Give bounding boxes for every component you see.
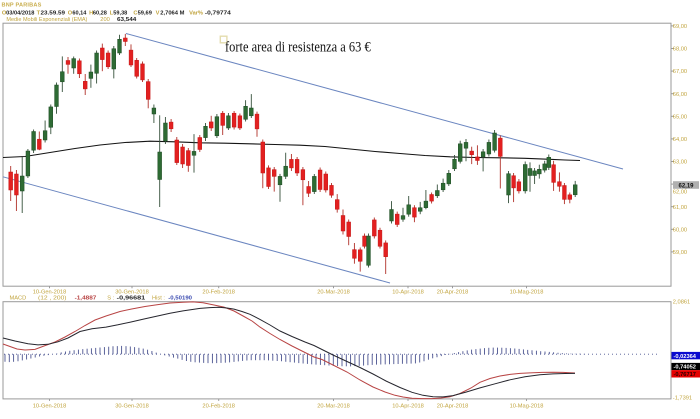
svg-text:10-Apr-2018: 10-Apr-2018 xyxy=(392,403,424,409)
svg-text:20-Feb-2018: 20-Feb-2018 xyxy=(202,403,235,409)
svg-text:-0,74052: -0,74052 xyxy=(674,365,696,371)
svg-text:V: V xyxy=(156,10,160,16)
svg-text:S :: S : xyxy=(107,295,114,301)
svg-text:59,38: 59,38 xyxy=(113,10,127,16)
svg-text:Medie Mobili Esponenziali (EMA: Medie Mobili Esponenziali (EMA) xyxy=(6,17,87,23)
svg-text:forte area di resistenza a 63: forte area di resistenza a 63 € xyxy=(225,39,371,55)
svg-text:61,00: 61,00 xyxy=(673,205,687,211)
svg-text:-0,79774: -0,79774 xyxy=(205,10,232,16)
svg-text:62,19: 62,19 xyxy=(679,183,695,189)
svg-text:64,00: 64,00 xyxy=(673,137,687,143)
svg-text:03/04/2018: 03/04/2018 xyxy=(6,10,34,16)
svg-text:59,69: 59,69 xyxy=(138,10,152,16)
svg-text:-0,02364: -0,02364 xyxy=(674,354,697,360)
svg-text:-1,7391: -1,7391 xyxy=(673,396,692,402)
svg-text:20-Mar-2018: 20-Mar-2018 xyxy=(317,403,350,409)
svg-text:62,00: 62,00 xyxy=(673,190,687,196)
svg-text:-0,96681: -0,96681 xyxy=(117,295,146,301)
svg-text:10-Gen-2018: 10-Gen-2018 xyxy=(33,403,67,409)
svg-text:68,00: 68,00 xyxy=(673,47,687,53)
svg-text:63,544: 63,544 xyxy=(117,17,137,23)
svg-text:2,7064 M: 2,7064 M xyxy=(160,10,184,16)
svg-text:-1,4887: -1,4887 xyxy=(75,295,97,301)
svg-text:63,00: 63,00 xyxy=(673,160,687,166)
svg-text:Hist :: Hist : xyxy=(152,295,165,301)
svg-text:200: 200 xyxy=(100,17,110,23)
svg-text:60,00: 60,00 xyxy=(673,227,687,233)
svg-text:66,00: 66,00 xyxy=(673,92,687,98)
svg-text:30-Gen-2018: 30-Gen-2018 xyxy=(115,403,149,409)
svg-text:10-Mag-2018: 10-Mag-2018 xyxy=(510,403,544,409)
svg-text:20-Mar-2018: 20-Mar-2018 xyxy=(317,290,350,296)
svg-text:10-Mag-2018: 10-Mag-2018 xyxy=(510,290,544,296)
svg-text:Var%: Var% xyxy=(189,10,203,16)
svg-text:BNP PARIBAS: BNP PARIBAS xyxy=(2,2,42,8)
svg-text:2,0861: 2,0861 xyxy=(673,299,690,305)
svg-text:23.59.59: 23.59.59 xyxy=(41,10,66,16)
svg-text:20-Apr-2018: 20-Apr-2018 xyxy=(437,290,469,296)
svg-text:MACD: MACD xyxy=(10,295,27,301)
svg-text:60,14: 60,14 xyxy=(72,10,87,16)
svg-text:59,00: 59,00 xyxy=(673,250,687,256)
svg-text:69,00: 69,00 xyxy=(673,24,687,30)
svg-text:65,00: 65,00 xyxy=(673,114,687,120)
svg-text:-0,50190: -0,50190 xyxy=(168,295,192,301)
svg-text:60,28: 60,28 xyxy=(93,10,107,16)
svg-text:10-Apr-2018: 10-Apr-2018 xyxy=(392,290,424,296)
svg-text:20-Apr-2018: 20-Apr-2018 xyxy=(437,403,469,409)
svg-text:(12 , 200): (12 , 200) xyxy=(38,295,67,301)
svg-text:20-Feb-2018: 20-Feb-2018 xyxy=(202,290,235,296)
svg-text:67,00: 67,00 xyxy=(673,69,687,75)
svg-text:-0,76717: -0,76717 xyxy=(674,372,696,378)
